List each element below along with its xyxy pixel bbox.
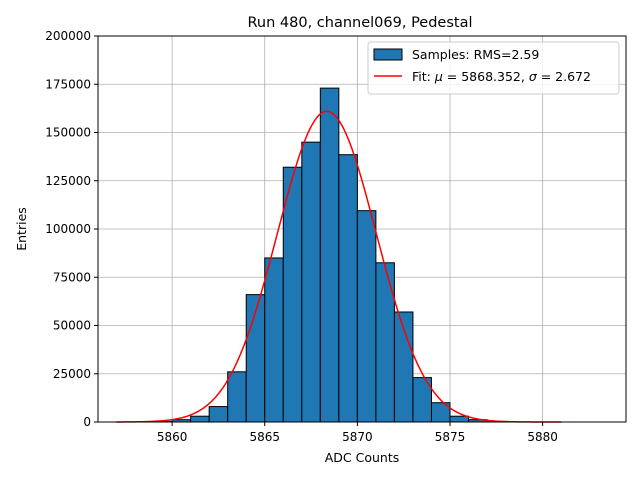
y-tick-label: 100000: [45, 222, 91, 236]
legend-label-fit: Fit: μ = 5868.352, σ = 2.672: [412, 69, 591, 84]
histogram-bar: [208, 406, 229, 423]
histogram-bar: [264, 257, 284, 423]
histogram-bar: [449, 415, 470, 423]
legend-label-fit-sigma-value: = 2.672: [537, 69, 591, 84]
legend-box: [367, 41, 620, 95]
histogram-bar: [227, 371, 247, 423]
x-tick-label: 5870: [342, 430, 373, 444]
legend-label-fit-prefix: Fit:: [412, 69, 435, 84]
x-axis-label: ADC Counts: [325, 450, 400, 465]
histogram-bar: [282, 166, 303, 423]
legend-label-fit-mu-value: = 5868.352,: [443, 69, 529, 84]
y-tick-label: 50000: [53, 319, 91, 333]
y-tick-label: 200000: [45, 29, 91, 43]
x-tick-label: 5865: [249, 430, 280, 444]
y-tick-label: 25000: [53, 367, 91, 381]
histogram-bar: [301, 141, 321, 423]
legend-label-samples: Samples: RMS=2.59: [412, 47, 539, 62]
chart-title: Run 480, channel069, Pedestal: [247, 15, 472, 31]
y-tick-label: 125000: [45, 174, 91, 188]
legend-swatch-samples: [373, 48, 403, 61]
y-axis-ticks: 0 25000 50000 75000 100000 125000 150000 175000…: [45, 29, 98, 429]
histogram-bar: [190, 415, 210, 423]
histogram-bar: [375, 262, 395, 423]
histogram-bar: [356, 210, 377, 423]
x-tick-label: 5875: [435, 430, 466, 444]
y-tick-label: 150000: [45, 126, 91, 140]
fit-curve: [116, 110, 562, 423]
y-tick-label: 0: [83, 415, 91, 429]
y-axis-label: Entries: [14, 207, 29, 251]
x-tick-label: 5880: [527, 430, 558, 444]
legend: Samples: RMS=2.59 Fit: μ = 5868.352, σ =…: [367, 41, 620, 95]
legend-label-fit-mu: μ: [434, 69, 443, 84]
x-tick-label: 5860: [157, 430, 188, 444]
histogram-bars: [153, 87, 507, 423]
legend-label-fit-sigma: σ: [529, 69, 538, 84]
y-tick-label: 75000: [53, 270, 91, 284]
histogram-bar: [319, 87, 340, 423]
histogram-bar: [338, 154, 358, 423]
y-tick-label: 175000: [45, 77, 91, 91]
x-axis-ticks: 5860 5865 5870 5875 5880: [157, 422, 558, 444]
